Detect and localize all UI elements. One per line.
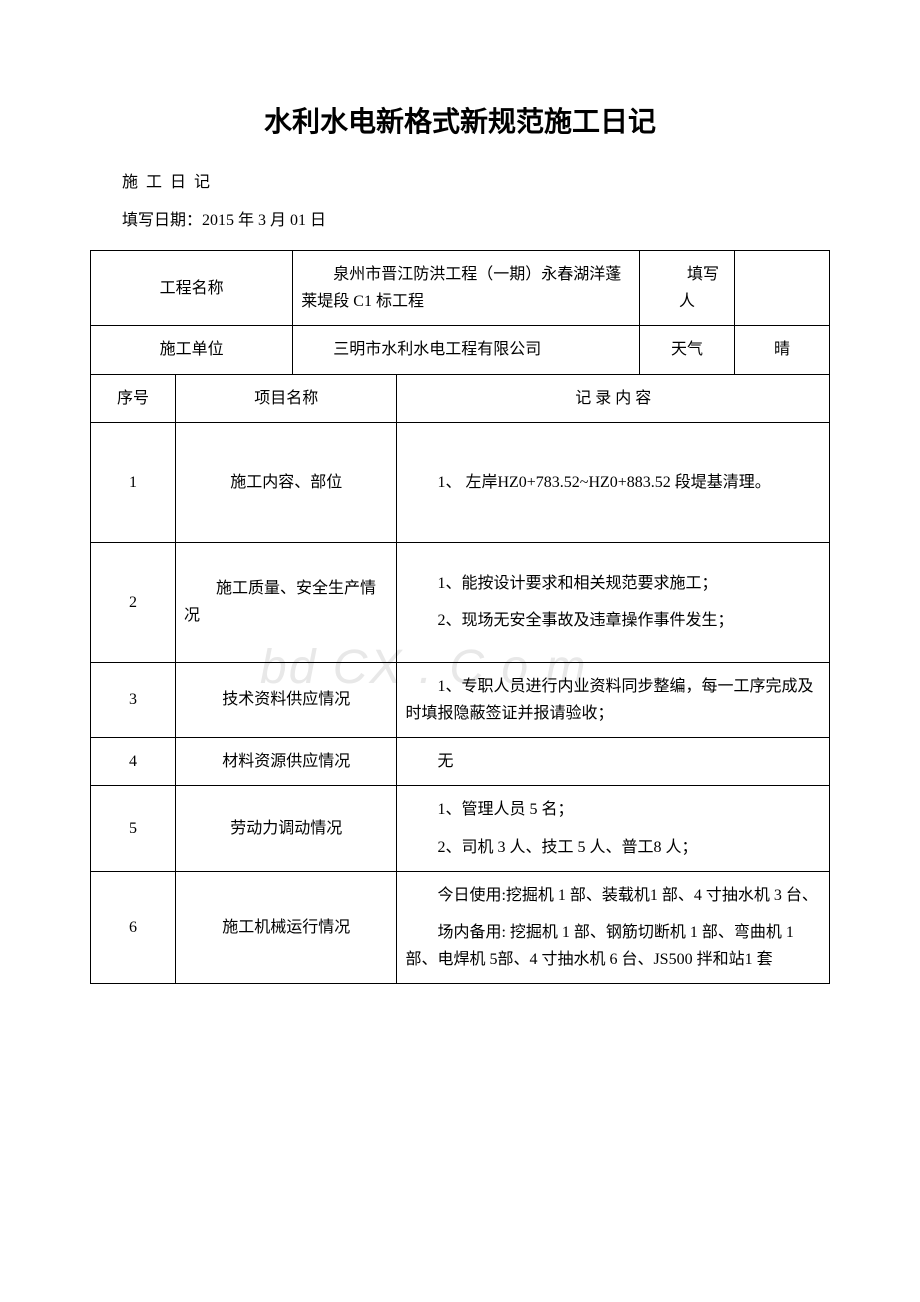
record-cell: 无 (397, 738, 830, 786)
document-content: 水利水电新格式新规范施工日记 施 工 日 记 填写日期：2015 年 3 月 0… (90, 100, 830, 984)
seq-cell: 3 (91, 662, 176, 737)
writer-value (735, 251, 830, 326)
weather-label: 天气 (640, 326, 735, 374)
record-cell: 1、 左岸HZ0+783.52~HZ0+883.52 段堤基清理。 (397, 422, 830, 542)
project-name-value: 泉州市晋江防洪工程（一期）永春湖洋蓬莱堤段 C1 标工程 (293, 251, 640, 326)
page-title: 水利水电新格式新规范施工日记 (90, 100, 830, 140)
item-cell: 劳动力调动情况 (176, 786, 397, 871)
company-value: 三明市水利水电工程有限公司 (293, 326, 640, 374)
item-cell: 技术资料供应情况 (176, 662, 397, 737)
seq-cell: 2 (91, 542, 176, 662)
col-item: 项目名称 (176, 374, 397, 422)
col-record: 记 录 内 容 (397, 374, 830, 422)
date-line: 填写日期：2015 年 3 月 01 日 (122, 206, 830, 230)
table-row: 4 材料资源供应情况 无 (91, 738, 830, 786)
item-cell: 施工机械运行情况 (176, 871, 397, 984)
col-seq: 序号 (91, 374, 176, 422)
table-row: 3 技术资料供应情况 1、专职人员进行内业资料同步整编，每一工序完成及时填报隐蔽… (91, 662, 830, 737)
table-row: 工程名称 泉州市晋江防洪工程（一期）永春湖洋蓬莱堤段 C1 标工程 填写人 (91, 251, 830, 326)
table-row: 序号 项目名称 记 录 内 容 (91, 374, 830, 422)
table-row: 5 劳动力调动情况 1、管理人员 5 名； 2、司机 3 人、技工 5 人、普工… (91, 786, 830, 871)
project-name-label: 工程名称 (91, 251, 293, 326)
seq-cell: 4 (91, 738, 176, 786)
item-cell: 施工内容、部位 (176, 422, 397, 542)
weather-value: 晴 (735, 326, 830, 374)
seq-cell: 5 (91, 786, 176, 871)
table-row: 施工单位 三明市水利水电工程有限公司 天气 晴 (91, 326, 830, 374)
main-table: 工程名称 泉州市晋江防洪工程（一期）永春湖洋蓬莱堤段 C1 标工程 填写人 施工… (90, 250, 830, 984)
writer-label: 填写人 (640, 251, 735, 326)
table-row: 1 施工内容、部位 1、 左岸HZ0+783.52~HZ0+883.52 段堤基… (91, 422, 830, 542)
record-cell: 1、专职人员进行内业资料同步整编，每一工序完成及时填报隐蔽签证并报请验收； (397, 662, 830, 737)
record-cell: 1、管理人员 5 名； 2、司机 3 人、技工 5 人、普工8 人； (397, 786, 830, 871)
subtitle: 施 工 日 记 (122, 168, 830, 192)
item-cell: 施工质量、安全生产情况 (176, 542, 397, 662)
record-cell: 今日使用:挖掘机 1 部、装载机1 部、4 寸抽水机 3 台、 场内备用: 挖掘… (397, 871, 830, 984)
company-label: 施工单位 (91, 326, 293, 374)
item-cell: 材料资源供应情况 (176, 738, 397, 786)
table-row: 2 施工质量、安全生产情况 1、能按设计要求和相关规范要求施工； 2、现场无安全… (91, 542, 830, 662)
seq-cell: 1 (91, 422, 176, 542)
table-row: 6 施工机械运行情况 今日使用:挖掘机 1 部、装载机1 部、4 寸抽水机 3 … (91, 871, 830, 984)
record-cell: 1、能按设计要求和相关规范要求施工； 2、现场无安全事故及违章操作事件发生； (397, 542, 830, 662)
seq-cell: 6 (91, 871, 176, 984)
